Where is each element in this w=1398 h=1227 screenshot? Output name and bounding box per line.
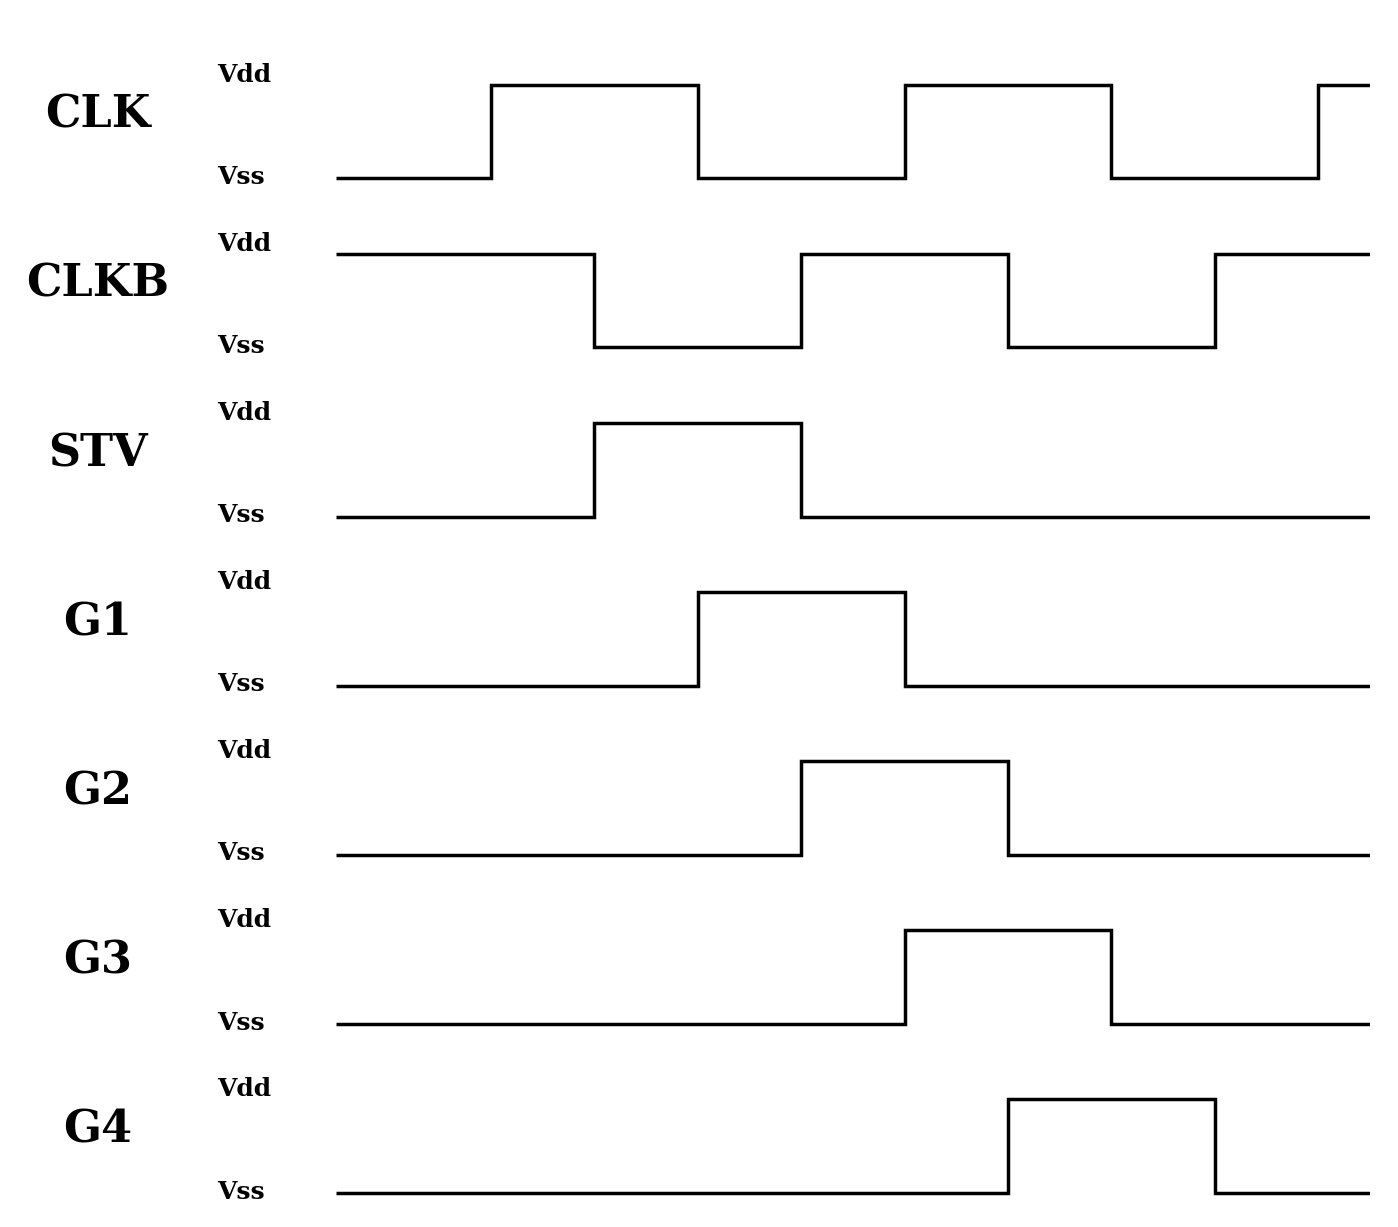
Text: G1: G1: [63, 601, 133, 644]
Text: Vdd: Vdd: [217, 1077, 271, 1102]
Text: Vdd: Vdd: [217, 571, 271, 594]
Text: Vss: Vss: [217, 164, 264, 189]
Text: Vss: Vss: [217, 672, 264, 696]
Text: Vss: Vss: [217, 503, 264, 528]
Text: Vss: Vss: [217, 842, 264, 865]
Text: Vdd: Vdd: [217, 908, 271, 933]
Text: Vdd: Vdd: [217, 739, 271, 763]
Text: STV: STV: [48, 432, 148, 475]
Text: G2: G2: [63, 771, 133, 814]
Text: Vdd: Vdd: [217, 401, 271, 425]
Text: Vdd: Vdd: [217, 63, 271, 86]
Text: G4: G4: [63, 1109, 133, 1152]
Text: Vdd: Vdd: [217, 232, 271, 255]
Text: CLK: CLK: [45, 93, 151, 136]
Text: Vss: Vss: [217, 1011, 264, 1034]
Text: Vss: Vss: [217, 1179, 264, 1204]
Text: G3: G3: [63, 940, 133, 983]
Text: Vss: Vss: [217, 334, 264, 358]
Text: CLKB: CLKB: [27, 263, 169, 306]
